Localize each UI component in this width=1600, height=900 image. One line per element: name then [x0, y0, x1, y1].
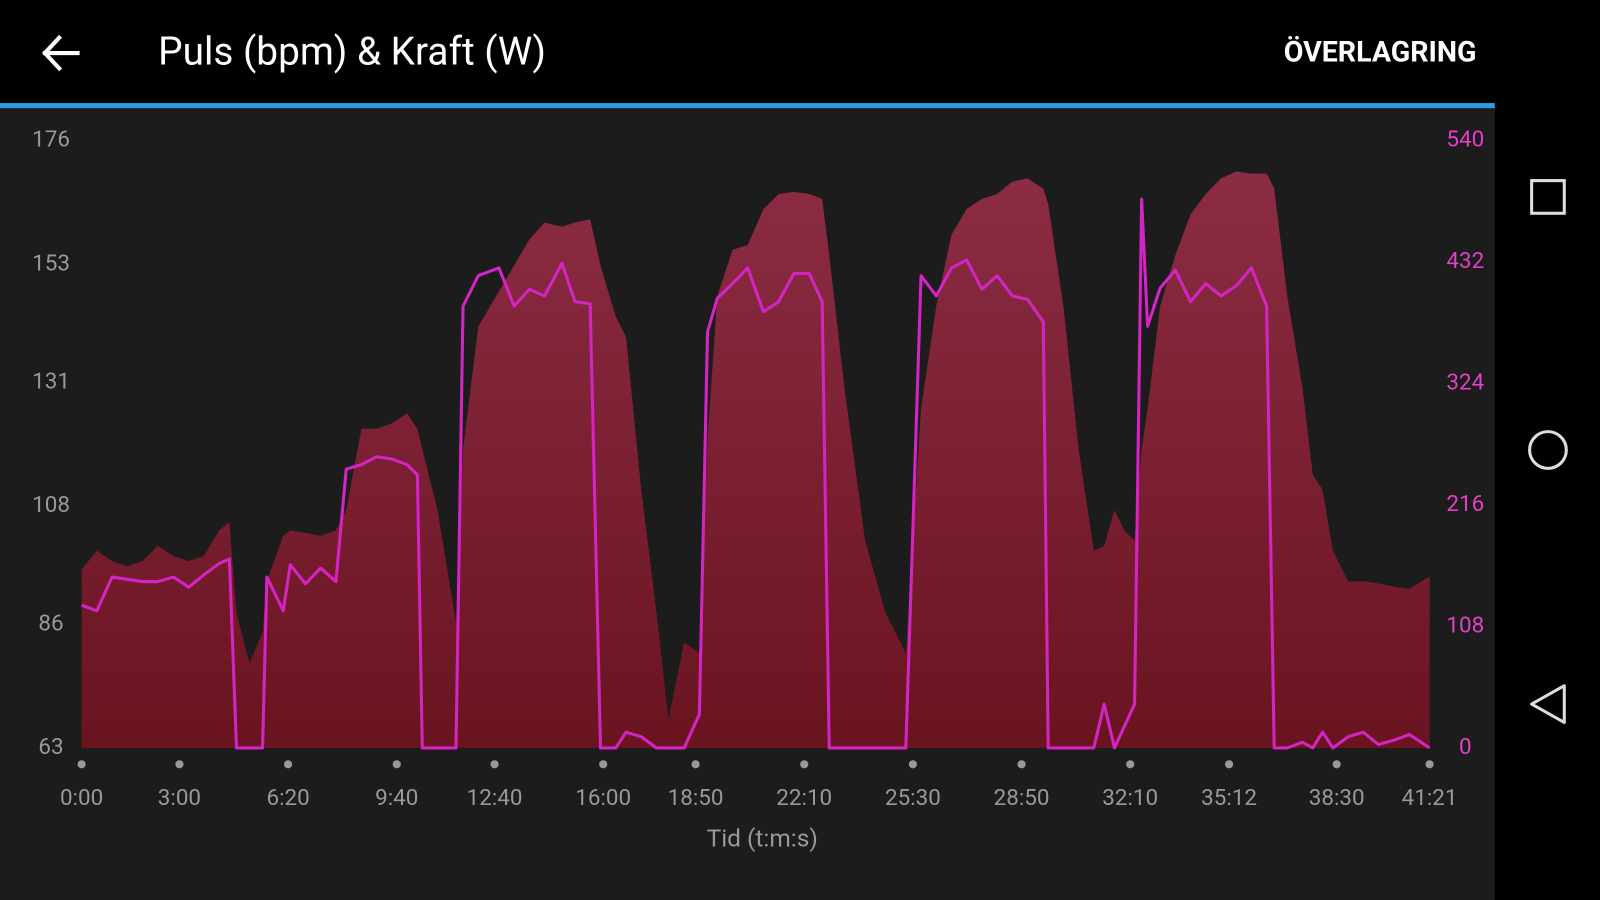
- x-tick-dot: [284, 760, 293, 769]
- plot: 63 86 108 131 153 176 0 108 216 324 432 540 0:00 3:00…: [32, 127, 1485, 811]
- x-tick-dot: [1332, 760, 1341, 769]
- y-tick-label: 176: [32, 127, 70, 153]
- x-tick-dot: [691, 760, 700, 769]
- recents-button[interactable]: [1530, 179, 1566, 215]
- x-tick-label: 32:10: [1102, 785, 1158, 811]
- back-nav-button[interactable]: [1530, 684, 1566, 724]
- x-tick-label: 35:12: [1201, 785, 1257, 811]
- y2-tick-label: 324: [1446, 370, 1484, 396]
- y-tick-label: 153: [32, 250, 70, 276]
- x-tick-label: 25:30: [885, 785, 941, 811]
- y2-tick-label: 540: [1446, 127, 1484, 153]
- x-tick-label: 12:40: [467, 785, 523, 811]
- home-button[interactable]: [1528, 430, 1568, 470]
- x-tick-dot: [490, 760, 499, 769]
- y-tick-label: 63: [38, 734, 63, 760]
- y-tick-label: 108: [32, 492, 70, 518]
- power-line: [81, 197, 1431, 750]
- app-bar-accent: [0, 103, 1495, 109]
- x-tick-dot: [1225, 760, 1234, 769]
- x-tick-label: 16:00: [575, 785, 631, 811]
- x-tick-dot: [1425, 760, 1434, 769]
- x-tick-dot: [908, 760, 917, 769]
- back-button[interactable]: [42, 34, 80, 72]
- x-tick-label: 9:40: [375, 785, 418, 811]
- y-tick-label: 86: [38, 610, 63, 636]
- y2-tick-label: 108: [1446, 612, 1484, 638]
- x-tick-label: 28:50: [994, 785, 1050, 811]
- x-tick-dot: [392, 760, 401, 769]
- x-tick-dot: [77, 760, 86, 769]
- y2-tick-label: 0: [1459, 734, 1472, 760]
- x-tick-label: 0:00: [60, 785, 103, 811]
- x-tick-label: 41:21: [1402, 785, 1458, 811]
- x-tick-dot: [1017, 760, 1026, 769]
- x-tick-label: 3:00: [158, 785, 201, 811]
- y-tick-label: 131: [32, 369, 70, 395]
- y2-tick-label: 432: [1446, 248, 1484, 274]
- x-tick-label: 38:30: [1309, 785, 1365, 811]
- y2-tick-label: 216: [1446, 491, 1484, 517]
- x-tick-label: 18:50: [668, 785, 724, 811]
- x-tick-dot: [800, 760, 809, 769]
- screen-title: Puls (bpm) & Kraft (W): [158, 29, 546, 74]
- app-bar: [0, 0, 1495, 104]
- x-tick-dot: [175, 760, 184, 769]
- nav-bar: [1494, 0, 1600, 900]
- x-tick-dot: [1126, 760, 1135, 769]
- x-axis-title: Tid (t:m:s): [707, 823, 818, 852]
- x-tick-label: 6:20: [266, 785, 309, 811]
- x-tick-label: 22:10: [776, 785, 832, 811]
- overlay-button[interactable]: ÖVERLAGRING: [1284, 35, 1477, 69]
- x-tick-dot: [599, 760, 608, 769]
